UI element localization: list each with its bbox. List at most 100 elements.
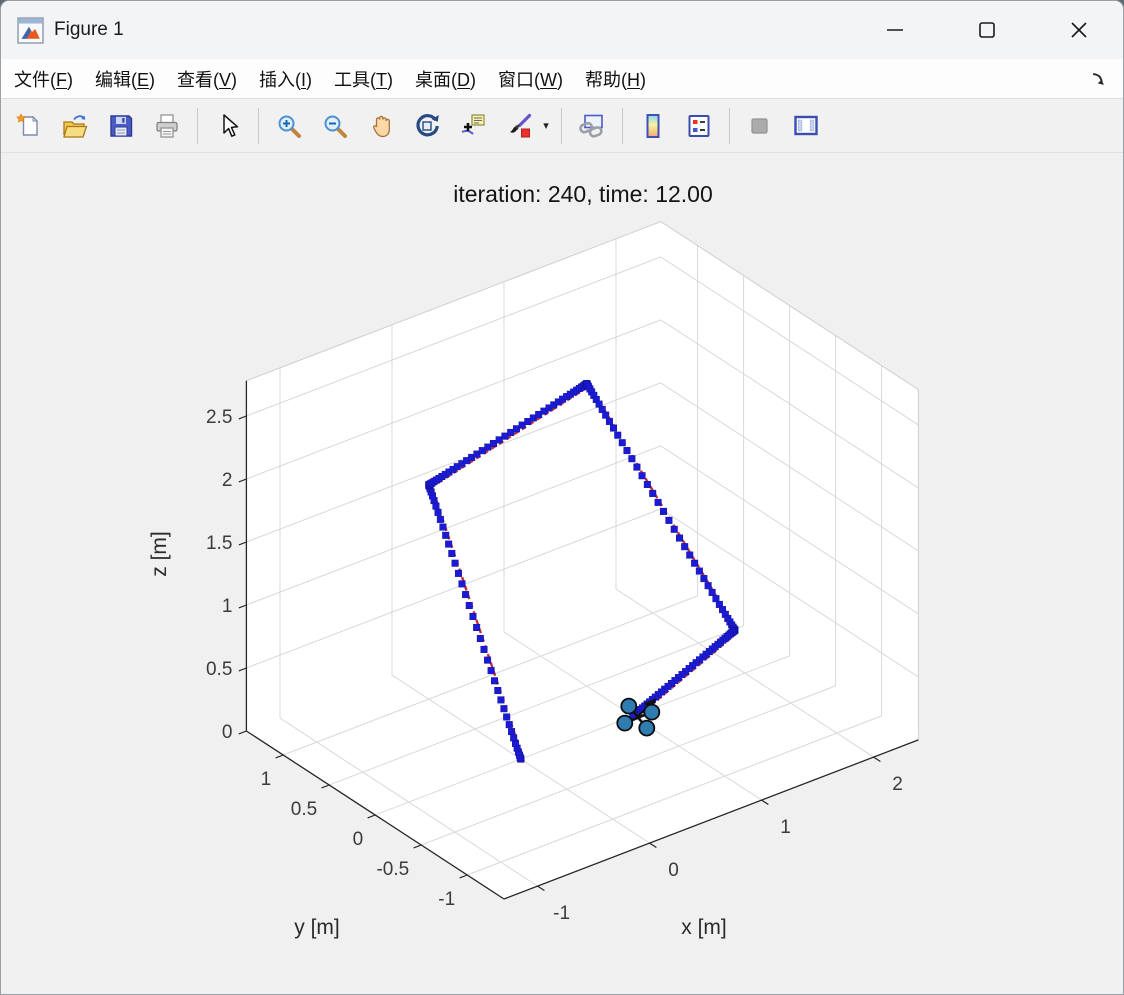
- y-tick-label: 1: [261, 769, 272, 790]
- insert-colorbar-button[interactable]: [633, 104, 673, 148]
- trajectory-marker: [602, 411, 610, 419]
- x-tick-mark: [873, 756, 881, 763]
- y-tick-mark: [367, 814, 376, 819]
- hide-plot-tools-button[interactable]: [740, 104, 780, 148]
- trajectory-marker: [480, 645, 488, 653]
- rotate-3d-button[interactable]: [407, 104, 447, 148]
- axes-3d-plot[interactable]: 0 0.5 1 1.5 2 2.5 1 0.5 0 -0.5 -1 -1 0 1 2 z [m] y [m] x …: [1, 153, 1123, 994]
- minimize-button[interactable]: [863, 1, 927, 59]
- zoom-out-icon: [324, 115, 347, 138]
- z-tick-mark: [238, 541, 247, 546]
- trajectory-marker: [665, 516, 673, 524]
- z-tick-label: 1.5: [206, 533, 232, 554]
- menu-item-view[interactable]: 查看(V): [177, 69, 238, 90]
- toolbar-separator: [561, 107, 562, 144]
- z-tick-label: 0.5: [206, 659, 232, 680]
- trajectory-marker: [448, 549, 456, 557]
- x-tick-mark: [761, 799, 769, 806]
- pan-button[interactable]: [361, 104, 401, 148]
- z-tick-label: 2.5: [206, 407, 232, 428]
- trajectory-marker: [643, 481, 651, 489]
- menu-item-file[interactable]: 文件(F): [14, 69, 73, 90]
- grid-line-z-left-wall: [246, 256, 661, 417]
- z-tick-mark: [238, 415, 247, 420]
- brush-button[interactable]: [499, 104, 539, 148]
- menu-item-edit[interactable]: 编辑(E): [95, 69, 156, 90]
- quadrotor-rotor: [620, 697, 638, 715]
- quadrotor-rotor: [616, 714, 634, 732]
- grid-line-z-right-wall: [660, 256, 919, 426]
- trajectory-marker: [660, 507, 668, 515]
- close-button[interactable]: [1047, 1, 1111, 59]
- show-plot-tools-button[interactable]: [786, 104, 826, 148]
- caret-down-icon: ▾: [543, 120, 549, 132]
- trajectory-marker: [686, 551, 694, 559]
- save-figure-button[interactable]: [101, 104, 141, 148]
- menu-item-tools[interactable]: 工具(T): [334, 69, 394, 90]
- trajectory-marker: [676, 534, 684, 542]
- trajectory-marker: [508, 728, 516, 736]
- trajectory-marker: [489, 439, 497, 447]
- trajectory-marker: [507, 428, 515, 436]
- insert-legend-button[interactable]: [679, 104, 719, 148]
- maximize-button[interactable]: [955, 1, 1019, 59]
- toolbar-separator: [258, 107, 259, 144]
- trajectory-marker: [510, 734, 518, 742]
- x-axis-line: [503, 739, 919, 900]
- brush-dropdown-button[interactable]: ▾: [538, 104, 554, 148]
- zoom-out-button[interactable]: [315, 104, 355, 148]
- y-tick-mark: [413, 844, 422, 849]
- trajectory-marker: [518, 421, 526, 429]
- zoom-in-button[interactable]: [269, 104, 309, 148]
- dock-figure-button[interactable]: [1081, 61, 1115, 97]
- open-file-button[interactable]: [55, 104, 95, 148]
- window-title: Figure 1: [54, 19, 124, 40]
- y-tick-label: -1: [438, 889, 455, 910]
- trajectory-marker: [442, 531, 450, 539]
- show-plot-tools-dock-icon: [794, 115, 818, 135]
- grid-line-z-right-wall: [660, 382, 919, 552]
- trajectory-marker: [465, 601, 473, 609]
- trajectory-marker: [654, 498, 662, 506]
- legend-icon: [688, 114, 710, 137]
- trajectory-marker: [704, 582, 712, 590]
- y-tick-mark: [459, 874, 468, 879]
- z-tick-mark: [238, 478, 247, 483]
- trajectory-marker: [618, 439, 626, 447]
- trajectory-marker: [695, 567, 703, 575]
- trajectory-marker: [434, 508, 442, 516]
- trajectory-marker: [478, 447, 486, 455]
- y-tick-mark: [275, 754, 284, 759]
- trajectory-marker: [454, 569, 462, 577]
- new-figure-button[interactable]: [9, 104, 49, 148]
- menu-item-help[interactable]: 帮助(H): [585, 69, 647, 90]
- y-tick-label: 0: [353, 829, 364, 850]
- edit-plot-button[interactable]: [208, 104, 248, 148]
- close-icon: [1071, 22, 1087, 38]
- trajectory-marker: [501, 432, 509, 440]
- trajectory-marker: [670, 525, 678, 533]
- quadrotor-marker: [616, 697, 661, 737]
- dock-figure-arrow-icon: [1092, 72, 1104, 85]
- trajectory-marker: [491, 677, 499, 685]
- menu-item-window[interactable]: 窗口(W): [498, 69, 564, 90]
- z-tick-label: 0: [222, 722, 233, 743]
- trajectory-marker: [484, 656, 492, 664]
- toolbar-separator: [197, 107, 198, 144]
- colorbar-icon: [646, 113, 660, 138]
- menu-item-insert[interactable]: 插入(I): [259, 69, 313, 90]
- trajectory-marker: [628, 455, 636, 463]
- print-figure-button[interactable]: [147, 104, 187, 148]
- trajectory-marker: [494, 687, 502, 695]
- link-plot-button[interactable]: [572, 104, 612, 148]
- trajectory-marker: [633, 463, 641, 471]
- grid-line-z-left-wall: [246, 445, 661, 606]
- trajectory-marker: [524, 418, 532, 426]
- data-cursor-button[interactable]: [453, 104, 493, 148]
- toolbar-separator: [729, 107, 730, 144]
- rotate-3d-icon: [416, 113, 439, 136]
- trajectory-marker: [436, 515, 444, 523]
- menu-item-desktop[interactable]: 桌面(D): [415, 69, 477, 90]
- maximize-icon: [979, 22, 995, 38]
- box-edge: [660, 221, 919, 391]
